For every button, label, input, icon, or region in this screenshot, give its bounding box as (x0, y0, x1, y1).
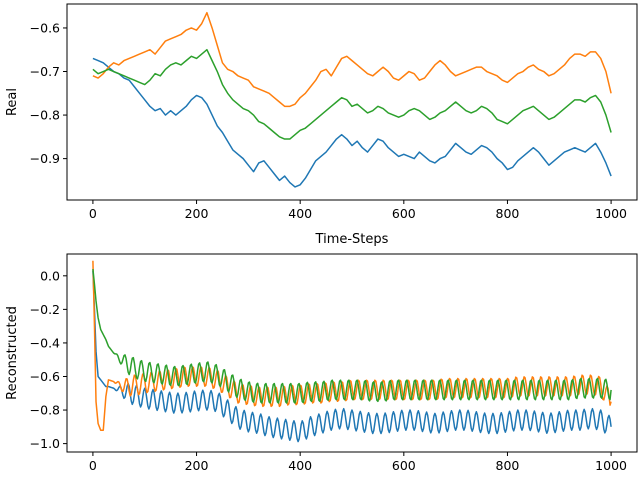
top-x-ticks: 0 200 400 600 800 1000 (89, 200, 627, 221)
bottom-y-axis-label: Reconstructed (5, 306, 20, 400)
bottom-x-tick-label: 200 (185, 458, 209, 473)
bottom-y-tick-label: −0.6 (30, 369, 60, 384)
top-series-line-1 (92, 57, 612, 188)
top-x-tick-label: 400 (288, 206, 312, 221)
top-x-axis-label: Time-Steps (315, 232, 389, 247)
bottom-y-tick-label: −0.4 (30, 335, 60, 350)
bottom-series-group (92, 260, 612, 443)
bottom-y-ticks: −1.0 −0.8 −0.6 −0.4 −0.2 0.0 (30, 268, 67, 451)
top-x-tick-label: 1000 (595, 206, 627, 221)
top-x-tick-label: 600 (392, 206, 416, 221)
bottom-x-tick-label: 1000 (595, 458, 627, 473)
top-series-line-2 (92, 11, 612, 108)
bottom-x-tick-label: 600 (392, 458, 416, 473)
top-x-tick-label: 200 (185, 206, 209, 221)
top-y-axis-label: Real (5, 88, 20, 116)
top-axes-frame (66, 3, 638, 201)
top-y-tick-label: −0.7 (30, 64, 60, 79)
top-series-group (92, 11, 612, 188)
bottom-series-line-3 (92, 269, 612, 404)
bottom-y-tick-label: −0.2 (30, 302, 60, 317)
bottom-series-line-2 (92, 260, 612, 431)
bottom-y-tick-label: −0.8 (30, 403, 60, 418)
bottom-x-tick-label: 800 (496, 458, 520, 473)
bottom-axes-frame (66, 253, 638, 453)
top-axes: 0 200 400 600 800 1000 −0.9 −0.8 −0.7 −0.6 Time-… (5, 3, 638, 247)
bottom-x-tick-label: 400 (288, 458, 312, 473)
bottom-y-tick-label: −1.0 (30, 436, 60, 451)
top-series-line-3 (92, 48, 612, 140)
bottom-axes: 0 200 400 600 800 1000 −1.0 −0.8 −0.6 −0.4 −0.2 0.… (5, 253, 638, 473)
top-x-tick-label: 800 (496, 206, 520, 221)
bottom-x-tick-label: 0 (89, 458, 97, 473)
top-y-tick-label: −0.8 (30, 108, 60, 123)
bottom-series-line-1 (92, 270, 612, 443)
bottom-y-tick-label: 0.0 (40, 268, 60, 283)
bottom-x-ticks: 0 200 400 600 800 1000 (89, 452, 627, 473)
top-x-tick-label: 0 (89, 206, 97, 221)
top-y-ticks: −0.9 −0.8 −0.7 −0.6 (30, 20, 67, 166)
top-y-tick-label: −0.6 (30, 20, 60, 35)
top-y-tick-label: −0.9 (30, 151, 60, 166)
